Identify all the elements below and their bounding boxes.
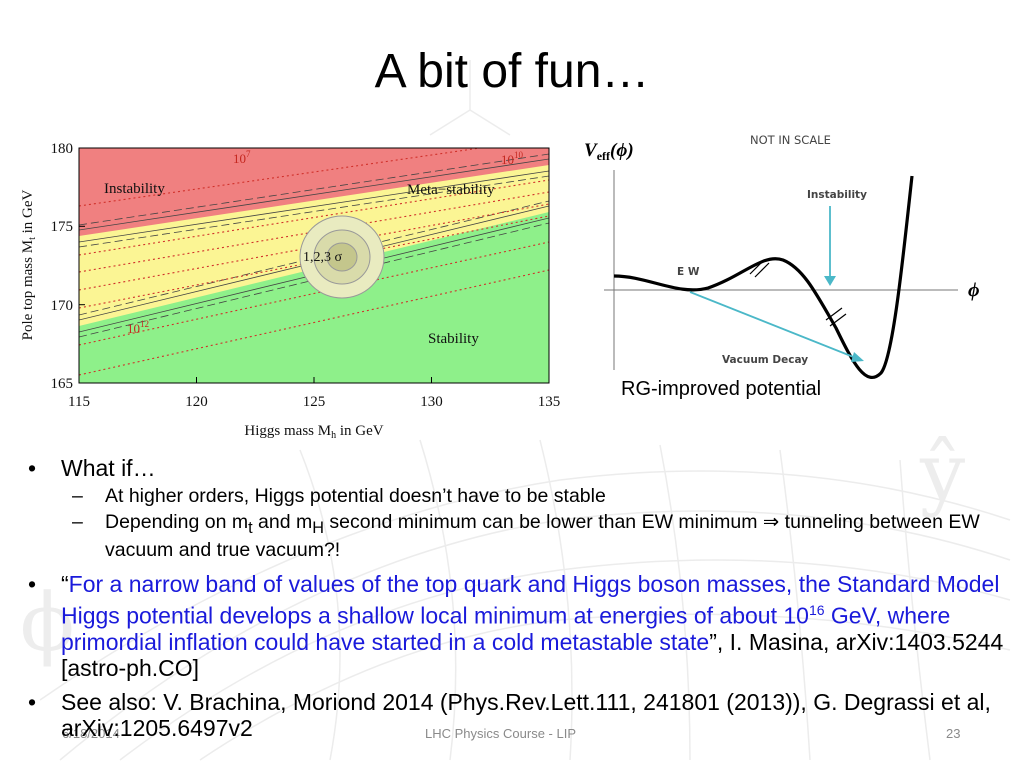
y-tick-label: 180 <box>51 141 74 157</box>
sub-bullet-higher-orders: – At higher orders, Higgs potential does… <box>72 485 606 507</box>
y-tick-label: 165 <box>51 376 74 392</box>
y-tick-label: 175 <box>51 219 74 235</box>
measurement-contours <box>299 215 385 299</box>
x-tick-label: 130 <box>420 394 443 410</box>
scale-label-1e10: 1010 <box>501 150 524 167</box>
x-tick-label: 120 <box>185 394 208 410</box>
contour-label: 1,2,3 σ <box>303 250 343 265</box>
x-tick-label: 125 <box>303 394 326 410</box>
instability-note: Instability <box>807 189 867 201</box>
ew-label: E W <box>677 266 700 278</box>
x-tick-label: 115 <box>68 394 90 410</box>
stability-region <box>79 212 549 383</box>
slide-number: 23 <box>946 726 961 741</box>
footer-date: 6/18/2014 <box>62 726 120 741</box>
bullet-masina-quote: • “For a narrow band of values of the to… <box>28 570 1004 681</box>
metastability-label: Meta−stability <box>407 182 495 198</box>
potential-curve <box>613 175 914 380</box>
bullet-see-also: • See also: V. Brachina, Moriond 2014 (P… <box>28 688 991 741</box>
instability-label: Instability <box>104 181 165 197</box>
effective-potential-sketch: Veff(ϕ) NOT IN SCALE ϕ E W Instability V… <box>584 133 980 380</box>
y-tick-label: 170 <box>51 298 74 314</box>
potential-caption: RG-improved potential <box>621 378 822 400</box>
bullet-what-if: • What if… <box>28 455 156 481</box>
instability-region <box>79 148 549 236</box>
potential-y-label: Veff(ϕ) <box>584 140 634 163</box>
stability-label: Stability <box>428 331 479 347</box>
vacuum-decay-label: Vacuum Decay <box>722 354 808 366</box>
footer-course: LHC Physics Course - LIP <box>425 726 576 741</box>
scale-label-1e12: 1012 <box>127 319 149 336</box>
bullet-list: • What if… – At higher orders, Higgs pot… <box>28 455 1008 745</box>
not-in-scale-note: NOT IN SCALE <box>750 133 831 147</box>
phi-axis-label: ϕ <box>968 279 980 301</box>
x-tick-label: 135 <box>538 394 561 410</box>
scale-label-1e7: 107 <box>233 149 251 166</box>
slide-title: A bit of fun… <box>374 45 650 98</box>
y-axis-label: Pole top mass Mt in GeV <box>20 189 38 340</box>
stability-phase-diagram: 115 120 125 130 135 165 170 175 180 Higg… <box>20 141 561 440</box>
sub-bullet-tunneling: – Depending on mt and mH second minimum … <box>72 511 980 561</box>
x-axis-label: Higgs mass Mh in GeV <box>244 423 383 440</box>
